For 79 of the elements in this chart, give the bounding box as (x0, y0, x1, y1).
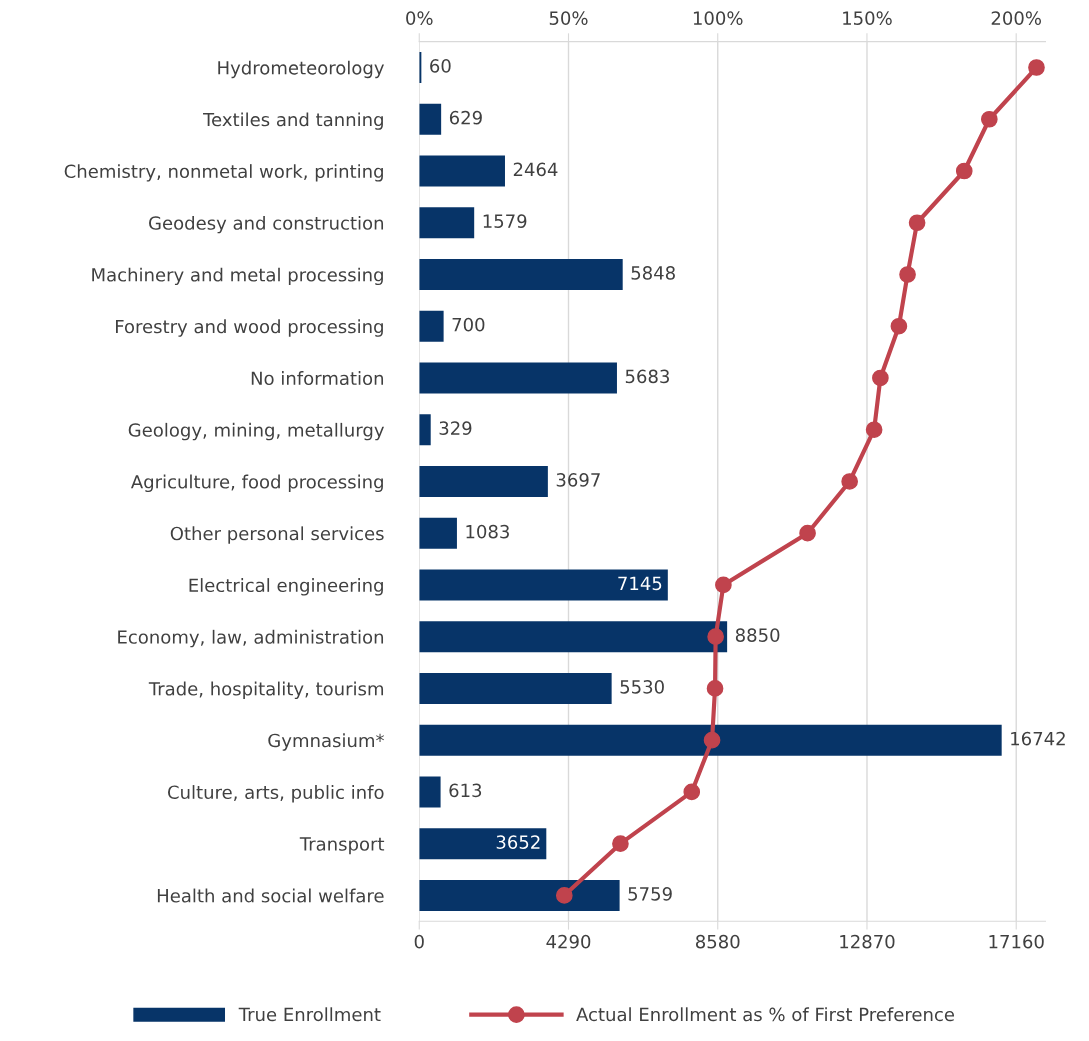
point (703, 731, 721, 749)
data-label: 2464 (513, 162, 558, 177)
data-label: 5848 (631, 266, 675, 280)
x-tick-label: 4290 (546, 934, 591, 949)
y-tick-label: Trade, hospitality, tourism (148, 681, 384, 700)
y-tick-label: Forestry and wood processing (116, 319, 383, 337)
x2-tick-label: 50% (549, 11, 588, 25)
x2-tick-label: 150% (843, 11, 892, 25)
data-label: 60 (430, 59, 451, 73)
data-label: 5759 (628, 886, 672, 901)
legend-label: True Enrollment (238, 1007, 381, 1022)
bar (419, 672, 612, 704)
point (715, 576, 732, 594)
data-label: 329 (439, 421, 472, 435)
y-tick-label: Geodesy and construction (149, 215, 384, 234)
data-label: 3697 (556, 473, 600, 487)
bar (419, 828, 547, 860)
point (872, 369, 889, 387)
bar (419, 258, 623, 291)
bar (419, 879, 620, 911)
bar (419, 103, 442, 135)
point (865, 421, 883, 439)
point (707, 628, 724, 646)
data-label: 5530 (620, 680, 664, 694)
x-tick-label: 12870 (840, 934, 895, 949)
y-tick-label: Economy, law, administration (118, 629, 384, 648)
bar (419, 155, 505, 187)
data-label: 1083 (466, 524, 509, 539)
point (555, 887, 573, 904)
bar (419, 362, 617, 394)
point (683, 783, 701, 801)
y-tick-label: Chemistry, nonmetal work, printing (64, 164, 383, 182)
data-label: 3652 (496, 835, 540, 849)
data-label: 5683 (625, 369, 669, 384)
x-tick-label: 8580 (695, 934, 740, 949)
y-tick-label: Agriculture, food processing (130, 474, 383, 493)
bar (419, 414, 431, 446)
bar (419, 569, 668, 601)
data-label: 7145 (618, 576, 662, 591)
point (799, 524, 816, 542)
y-tick-label: Machinery and metal processing (92, 267, 383, 286)
bar (419, 776, 441, 808)
point (955, 162, 973, 180)
data-label: 16742 (1011, 731, 1065, 746)
bar (419, 724, 1002, 756)
bar (419, 517, 457, 549)
legend-label: Actual Enrollment as % of First Preference (576, 1007, 955, 1022)
y-tick-label: Transport (299, 837, 385, 855)
x2-tick-label: 0% (406, 11, 433, 25)
bar (419, 310, 444, 342)
data-label: 700 (452, 317, 485, 332)
y-tick-label: Geology, mining, metallurgy (128, 422, 385, 441)
data-label: 629 (449, 110, 482, 125)
y-tick-label: Gymnasium* (268, 733, 385, 751)
y-tick-label: Other personal services (170, 526, 384, 544)
y-tick-label: Hydrometeorology (218, 60, 384, 79)
point (1028, 59, 1045, 76)
x2-tick-label: 200% (991, 11, 1041, 25)
data-label: 613 (449, 783, 482, 798)
point (980, 110, 998, 128)
point (841, 473, 858, 490)
point (706, 680, 724, 697)
x-tick-label: 17160 (989, 934, 1044, 949)
point (899, 266, 916, 283)
y-tick-label: Health and social welfare (157, 888, 384, 903)
data-label: 8850 (735, 628, 780, 642)
bar (419, 207, 475, 239)
bar (419, 465, 548, 497)
data-label: 1579 (483, 214, 527, 228)
y-tick-label: Culture, arts, public info (167, 785, 384, 803)
x-tick-label: 0 (414, 934, 424, 949)
point (908, 214, 926, 232)
y-tick-label: No information (251, 371, 384, 386)
point (890, 317, 908, 335)
y-tick-label: Textiles and tanning (203, 112, 383, 130)
bar (419, 621, 728, 653)
x2-tick-label: 100% (693, 11, 743, 25)
point (612, 835, 629, 853)
y-tick-label: Electrical engineering (189, 578, 383, 596)
